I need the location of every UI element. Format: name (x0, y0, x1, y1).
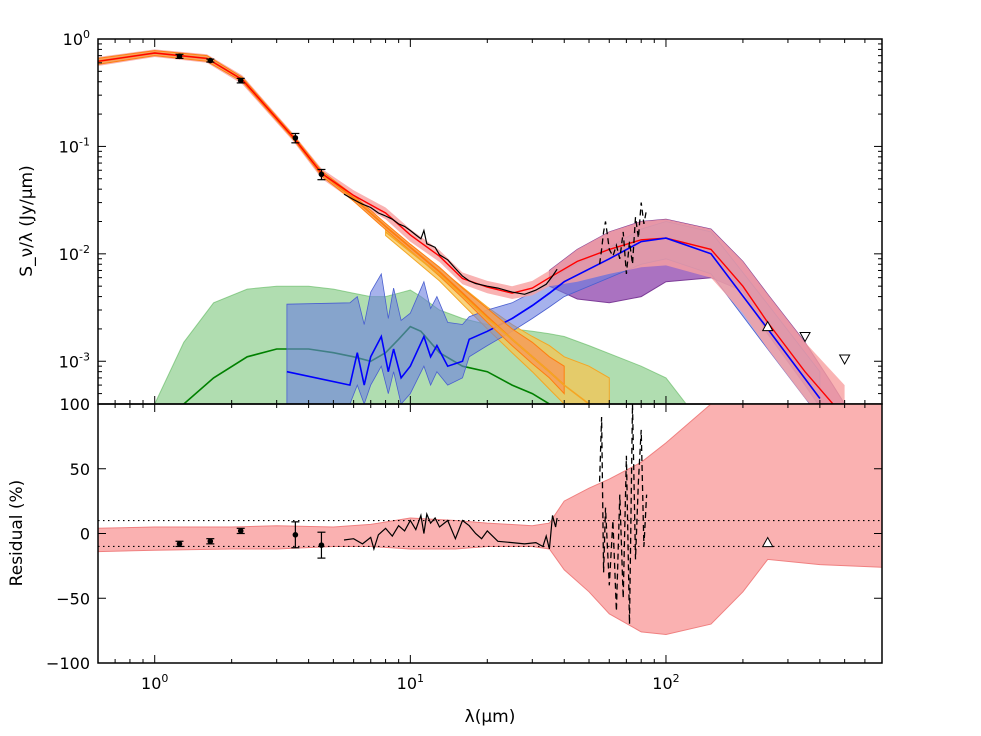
total-model-band (98, 49, 845, 404)
residual-uncertainty-band (98, 404, 882, 636)
photometry-point (318, 171, 325, 178)
sed-photometry (291, 132, 300, 144)
residual-y-axis-label: Residual (%) (7, 480, 27, 587)
residual-photometry (317, 531, 326, 559)
pah-band (286, 221, 821, 404)
sed-photometry (175, 53, 184, 60)
photometry-point (237, 77, 244, 84)
photometry-point (176, 53, 183, 60)
y-tick-label: 50 (70, 460, 90, 479)
y-tick-label: 10-1 (59, 135, 90, 156)
y-tick-label: −50 (56, 589, 90, 608)
x-tick-label: 100 (141, 672, 168, 693)
residual-upper-limit-marker (761, 536, 774, 548)
y-tick-label: 10-2 (59, 243, 90, 264)
pah-line-far-ir (511, 237, 821, 399)
photometry-point (176, 541, 183, 547)
residual-photometry (206, 538, 215, 545)
residual-photometry (175, 540, 184, 548)
sed-photometry (317, 168, 326, 181)
upper-limit-marker (838, 354, 851, 366)
irs-residual (343, 511, 558, 552)
upper-limit-marker (761, 320, 774, 332)
residual-photometry (291, 521, 300, 549)
photometry-point (237, 528, 244, 534)
stellar-band (98, 50, 565, 395)
y-tick-label: −100 (46, 654, 90, 673)
photometry-point (318, 542, 325, 548)
irs-spectrum (343, 193, 558, 295)
x-axis-label: λ(μm) (465, 707, 516, 727)
y-tick-label: 100 (63, 28, 90, 49)
y-tick-label: 0 (80, 525, 90, 544)
x-tick-label: 101 (397, 672, 424, 693)
sed-photometry (236, 77, 245, 84)
photometry-point (207, 538, 214, 545)
pacs-residual (598, 404, 648, 625)
upper-limit-marker (799, 331, 811, 343)
residual-panel: 100 50 0 −50 −100 100 101 102 Residual (%) λ(μm… (7, 39, 883, 727)
warm-component-line (385, 231, 591, 404)
photometry-point (292, 135, 299, 141)
sed-y-axis-label: S_ν/λ (Jy/μm) (17, 165, 37, 276)
y-tick-label: 100 (59, 395, 90, 414)
residual-photometry (236, 527, 245, 535)
pacs-spectrum (598, 202, 648, 274)
total-model-line (98, 52, 834, 404)
photometry-point (207, 57, 214, 64)
photometry-point (292, 531, 299, 538)
sed-photometry (206, 57, 215, 64)
x-tick-label: 102 (652, 672, 679, 693)
y-tick-label: 10-3 (59, 350, 90, 371)
sed-panel: 100 10-1 10-2 10-3 S_ν/λ (Jy/μm) (17, 28, 883, 405)
